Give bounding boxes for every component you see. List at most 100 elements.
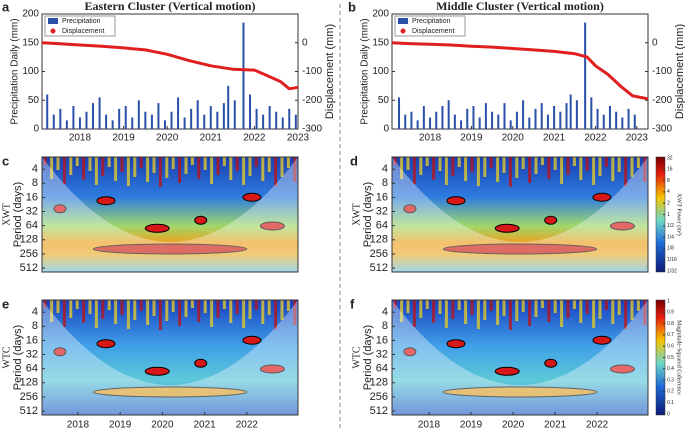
colorbar-tick-label: 0.1 (667, 400, 674, 406)
field-streak (107, 300, 111, 310)
y-tick-label: 100 (372, 66, 389, 77)
field-streak (630, 157, 634, 177)
field-streak (216, 157, 220, 175)
field-streak (120, 157, 124, 172)
field-streak (419, 157, 423, 175)
y-tick-label: 16 (376, 191, 388, 203)
y-axis-label: Precipitation Daily (mm) (360, 18, 371, 124)
field-streak (483, 300, 487, 320)
field-streak (101, 157, 105, 176)
x-tick-label: 2022 (243, 133, 266, 144)
colorbar-tick-label: 8 (667, 178, 670, 184)
field-streak (107, 157, 111, 167)
field-streak (75, 157, 79, 166)
legend-label: Displacement (412, 28, 454, 35)
side-label: WTC (351, 346, 362, 369)
panel-letter: f (350, 296, 355, 311)
x-tick-label: 2021 (194, 420, 217, 431)
side-label: XWT (351, 203, 362, 226)
field-streak (190, 300, 194, 308)
field-streak (267, 300, 271, 315)
colorbar-tick-label: 1/2 (667, 223, 674, 229)
field-streak (165, 157, 169, 178)
field-streak (197, 157, 201, 179)
y-tick-label: 150 (22, 37, 39, 48)
bar (78, 117, 81, 129)
field-streak (274, 157, 278, 186)
colorbar-tick-label: 0.2 (667, 389, 674, 395)
field-streak (515, 157, 519, 178)
bar (478, 117, 481, 129)
colorbar-tick-label: 32 (667, 155, 673, 161)
colorbar-tick-label: 0 (667, 411, 670, 417)
bar (528, 117, 531, 129)
bar (92, 103, 95, 129)
bar (540, 103, 543, 129)
field-streak (617, 157, 621, 172)
field-streak (604, 300, 608, 310)
bar (460, 120, 463, 129)
field-streak (286, 300, 290, 311)
y2-tick-label: -100 (302, 66, 322, 77)
y-tick-label: 0 (33, 124, 39, 135)
field-streak (572, 157, 576, 166)
panel-letter: b (348, 0, 356, 14)
bar (85, 111, 88, 129)
field-streak (43, 300, 47, 308)
colorbar-tick-label: 16 (667, 167, 673, 173)
bar (131, 117, 134, 129)
field-streak (114, 300, 118, 324)
field-streak (261, 157, 265, 181)
x-tick-label: 2021 (543, 133, 566, 144)
field-streak (254, 157, 258, 167)
significant-region (446, 196, 466, 206)
field-streak (75, 300, 79, 309)
field-streak (190, 157, 194, 165)
y-axis-label: Precipitation Daily (mm) (10, 18, 21, 124)
field-streak (88, 157, 92, 171)
legend-swatch (400, 28, 406, 34)
y-tick-label: 50 (378, 95, 390, 106)
field-streak (624, 300, 628, 329)
field-streak (643, 300, 647, 325)
field-streak (617, 300, 621, 315)
bar (615, 111, 618, 129)
panel-letter: e (2, 296, 9, 311)
significant-region (494, 223, 520, 233)
field-streak (101, 300, 105, 319)
bar (422, 106, 425, 129)
long-period-band (442, 243, 598, 255)
significant-region (259, 221, 285, 231)
bar (584, 22, 587, 129)
y2-tick-label: 0 (302, 37, 308, 48)
wavelet-field (42, 300, 298, 415)
significant-region (544, 215, 558, 225)
bar (575, 100, 578, 129)
bar (410, 111, 413, 129)
field-streak (470, 300, 474, 315)
bar (222, 103, 225, 129)
cone-of-influence (392, 300, 648, 415)
bar (190, 108, 193, 129)
field-streak (293, 157, 297, 182)
bar (447, 100, 450, 129)
bar (491, 111, 494, 129)
field-streak (197, 300, 201, 322)
y-axis-label: Period (days) (12, 182, 24, 247)
colorbar-tick-label: 0.3 (667, 377, 674, 383)
y-tick-label: 512 (370, 405, 388, 417)
significant-region (609, 364, 635, 374)
significant-region (403, 347, 417, 357)
y-tick-label: 32 (26, 348, 38, 360)
y2-tick-label: -200 (652, 95, 672, 106)
y-tick-label: 8 (32, 177, 38, 189)
bar (98, 97, 101, 129)
bar (559, 111, 562, 129)
bar (124, 106, 127, 129)
field-streak (280, 157, 284, 177)
chart-title: Middle Cluster (Vertical motion) (436, 0, 604, 13)
field-streak (547, 300, 551, 322)
y-tick-label: 4 (382, 163, 388, 175)
field-streak (286, 157, 290, 168)
field-streak (540, 300, 544, 308)
